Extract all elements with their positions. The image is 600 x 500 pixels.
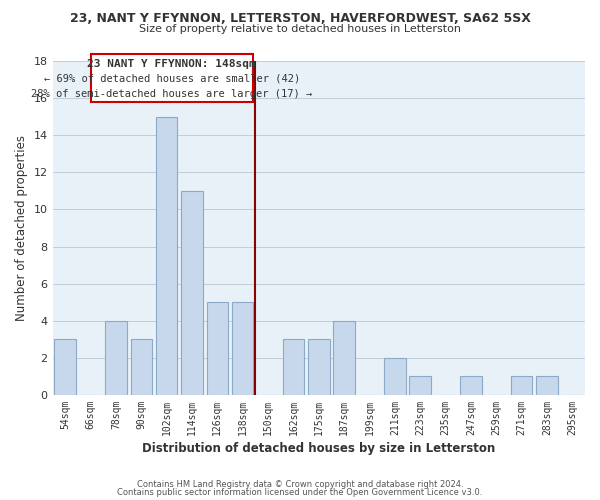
Bar bbox=[283, 340, 304, 395]
Text: Contains public sector information licensed under the Open Government Licence v3: Contains public sector information licen… bbox=[118, 488, 482, 497]
Bar bbox=[131, 340, 152, 395]
Text: 23, NANT Y FFYNNON, LETTERSTON, HAVERFORDWEST, SA62 5SX: 23, NANT Y FFYNNON, LETTERSTON, HAVERFOR… bbox=[70, 12, 530, 26]
Bar bbox=[156, 116, 178, 395]
Bar bbox=[334, 320, 355, 395]
Bar bbox=[460, 376, 482, 395]
Bar bbox=[536, 376, 558, 395]
Bar bbox=[308, 340, 329, 395]
Bar bbox=[181, 191, 203, 395]
Bar bbox=[409, 376, 431, 395]
Bar bbox=[232, 302, 253, 395]
Bar bbox=[384, 358, 406, 395]
Bar bbox=[55, 340, 76, 395]
Text: 28% of semi-detached houses are larger (17) →: 28% of semi-detached houses are larger (… bbox=[31, 90, 313, 100]
Bar bbox=[511, 376, 532, 395]
Bar bbox=[206, 302, 228, 395]
Text: Contains HM Land Registry data © Crown copyright and database right 2024.: Contains HM Land Registry data © Crown c… bbox=[137, 480, 463, 489]
Text: ← 69% of detached houses are smaller (42): ← 69% of detached houses are smaller (42… bbox=[44, 74, 300, 84]
X-axis label: Distribution of detached houses by size in Letterston: Distribution of detached houses by size … bbox=[142, 442, 496, 455]
Bar bbox=[105, 320, 127, 395]
Text: Size of property relative to detached houses in Letterston: Size of property relative to detached ho… bbox=[139, 24, 461, 34]
Text: 23 NANT Y FFYNNON: 148sqm: 23 NANT Y FFYNNON: 148sqm bbox=[88, 59, 256, 69]
FancyBboxPatch shape bbox=[91, 54, 253, 102]
Y-axis label: Number of detached properties: Number of detached properties bbox=[15, 135, 28, 321]
